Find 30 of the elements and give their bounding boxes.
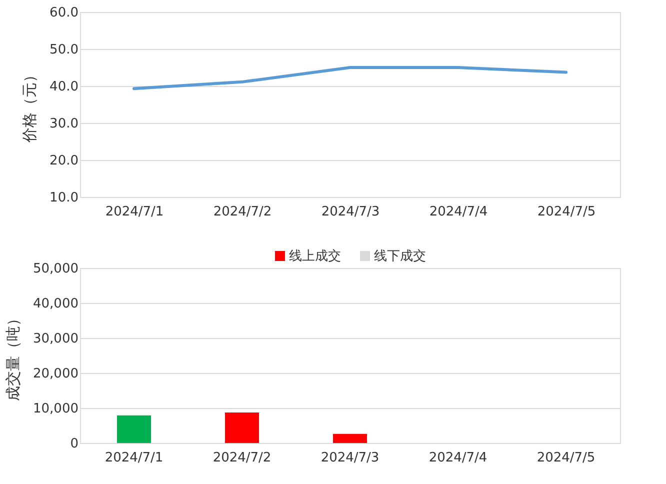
- y-tick-label: 10.0: [50, 190, 78, 206]
- y-tick-label: 20,000: [33, 366, 78, 382]
- x-tick-label: 2024/7/3: [320, 450, 380, 466]
- y-tick-label: 60.0: [50, 6, 78, 20]
- y-axis-title: 价格（元）: [20, 68, 39, 144]
- line-series: [132, 66, 568, 90]
- y-tick-label: 20.0: [50, 154, 78, 168]
- y-tick-label: 30,000: [33, 332, 78, 346]
- x-tick-label: 2024/7/3: [321, 204, 380, 220]
- bar: [333, 434, 367, 443]
- x-tick-label: 2024/7/1: [104, 450, 164, 466]
- bar: [117, 415, 151, 443]
- y-axis-title: 成交量（吨）: [4, 311, 22, 401]
- x-tick-label: 2024/7/4: [429, 204, 488, 220]
- y-tick-label: 0: [70, 436, 78, 452]
- x-tick-label: 2024/7/4: [428, 450, 488, 466]
- y-tick-label: 30.0: [50, 116, 78, 132]
- y-tick-label: 10,000: [33, 402, 78, 416]
- y-tick-label: 50,000: [33, 262, 78, 276]
- y-tick-label: 50.0: [50, 42, 78, 58]
- x-tick-label: 2024/7/1: [105, 204, 164, 220]
- x-tick-label: 2024/7/5: [537, 204, 596, 220]
- legend-label: 线上成交: [289, 248, 341, 264]
- x-tick-label: 2024/7/5: [536, 450, 596, 466]
- y-tick-label: 40,000: [33, 296, 78, 312]
- legend-label: 线下成交: [374, 248, 426, 264]
- y-tick-label: 40.0: [50, 80, 78, 94]
- x-tick-label: 2024/7/2: [213, 204, 272, 220]
- x-tick-label: 2024/7/2: [212, 450, 272, 466]
- bar: [225, 412, 259, 443]
